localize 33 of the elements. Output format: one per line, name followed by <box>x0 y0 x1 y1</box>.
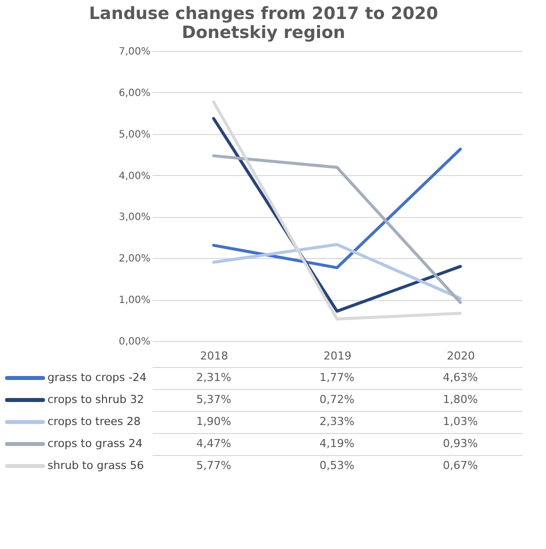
data-label: 1,77% <box>320 371 354 384</box>
x-tick-label: 2018 <box>200 350 228 362</box>
data-label: 0,72% <box>320 393 354 406</box>
x-tick-label: 2020 <box>446 350 475 362</box>
legend-label: shrub to grass 56 <box>48 459 144 472</box>
data-label: 0,53% <box>320 459 354 472</box>
text: Landuse changes from 2017 to 2020 <box>88 4 438 24</box>
y-tick-label: 3,00% <box>118 212 150 224</box>
data-label: 2,31% <box>196 371 232 384</box>
data-label: 5,77% <box>196 459 232 472</box>
data-label: 2,33% <box>320 415 354 428</box>
data-label: 4,63% <box>442 371 478 384</box>
data-label: 0,67% <box>442 459 478 472</box>
legend-label: grass to crops -24 <box>48 371 146 384</box>
y-tick-label: 7,00% <box>118 46 150 58</box>
data-label: 4,47% <box>196 437 232 450</box>
y-tick-label: 6,00% <box>118 88 150 99</box>
legend-label: crops to shrub 32 <box>48 393 144 406</box>
text: Donetskiy region <box>182 23 346 43</box>
x-tick-label: 2019 <box>324 350 352 362</box>
data-label: 5,37% <box>196 393 232 406</box>
y-tick-label: 5,00% <box>118 129 150 140</box>
y-tick-label: 4,00% <box>118 170 150 182</box>
data-label: 0,93% <box>442 437 478 450</box>
data-label: 1,90% <box>196 415 232 428</box>
data-label: 1,03% <box>442 415 478 428</box>
y-tick-label: 2,00% <box>118 254 150 265</box>
data-label: 1,80% <box>442 393 478 406</box>
data-label: 4,19% <box>320 437 354 450</box>
y-tick-label: 0,00% <box>118 336 150 348</box>
legend-label: crops to trees 28 <box>48 415 141 428</box>
legend-label: crops to grass 24 <box>48 437 143 450</box>
y-tick-label: 1,00% <box>118 295 150 306</box>
